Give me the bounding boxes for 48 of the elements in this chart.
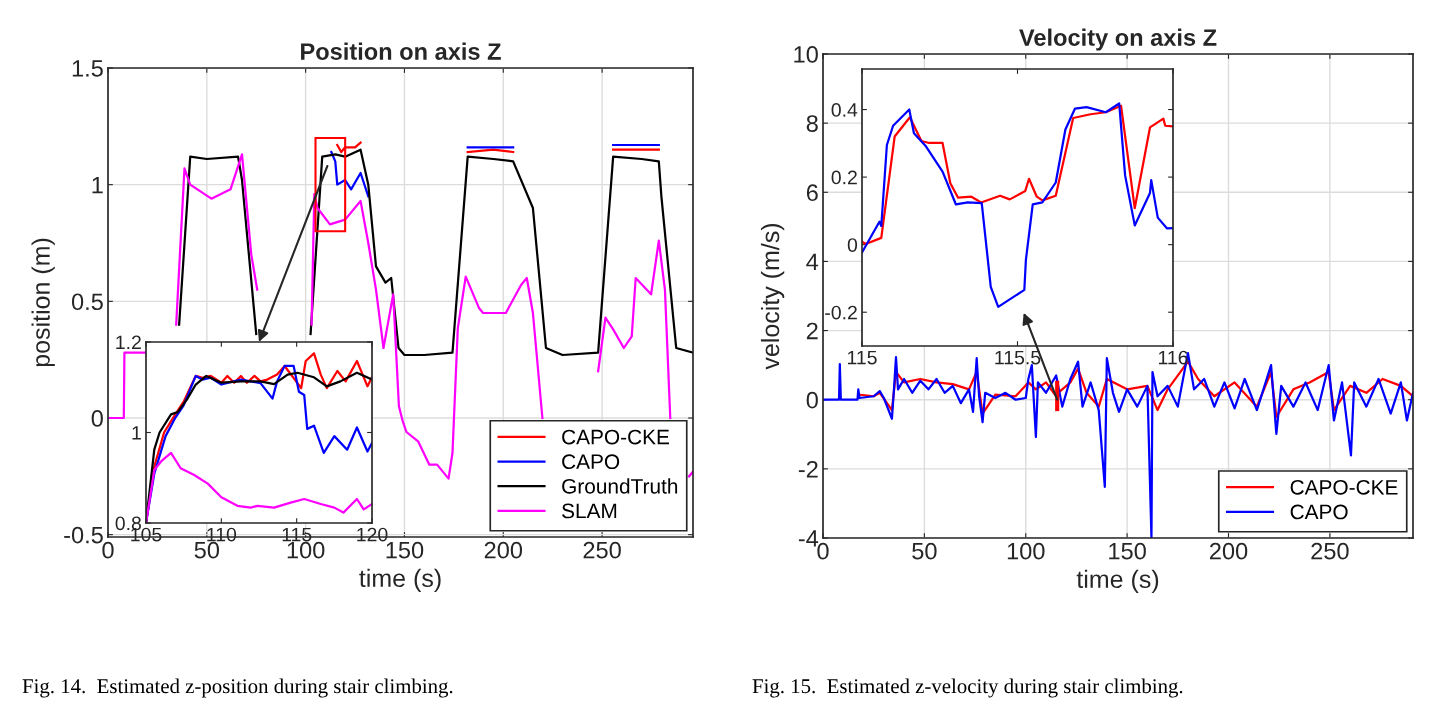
x-tick-label: 150 [1109,542,1146,560]
x-tick-label: 250 [583,541,621,559]
line-series [862,104,1173,246]
legend-label: CAPO [562,454,620,470]
y-tick-label: -0.5 [64,526,103,544]
y-tick-label: 1 [132,426,141,440]
y-tick-label: 10 [794,46,818,63]
caption: Fig. 15. Estimated z-velocity during stair climbing. [752,678,1183,698]
x-tick-label: 250 [1311,542,1349,560]
legend-label: CAPO-CKE [1290,479,1398,495]
x-tick-label: 115.5 [995,350,1041,365]
y-tick-label: 0 [847,238,858,252]
y-axis-title: position (m) [31,238,55,367]
y-tick-label: 1 [92,176,103,194]
caption: Fig. 14. Estimated z-position during stair climbing. [22,678,453,698]
x-tick-label: 115 [847,350,877,365]
x-tick-label: 200 [1209,542,1248,560]
x-tick-label: 0 [102,541,114,559]
x-tick-label: 100 [1007,542,1045,560]
y-tick-label: 2 [806,322,818,340]
x-tick-label: 100 [287,541,325,559]
y-tick-label: 1.5 [72,60,103,77]
y-tick-label: 1.2 [116,335,141,350]
y-tick-label: -2 [798,460,818,478]
x-tick-label: 50 [194,541,220,559]
y-tick-label: 0 [91,410,103,427]
y-tick-label: 8 [806,115,818,132]
legend-label: SLAM [562,503,617,519]
x-axis-title: time (s) [1076,569,1159,594]
y-tick-label: 0.2 [831,170,857,185]
chart-title: Velocity on axis Z [1019,28,1217,51]
y-tick-label: 0.5 [71,293,103,311]
x-tick-label: 50 [912,542,937,560]
legend-label: CAPO-CKE [562,429,670,445]
y-axis-title: velocity (m/s) [760,223,785,370]
y-tick-label: 4 [806,253,819,270]
y-tick-label: -0.2 [825,305,857,320]
legend-label: GroundTruth [562,478,678,494]
legend-label: CAPO [1290,504,1348,520]
chart-title: Position on axis Z [301,42,501,60]
y-tick-label: -4 [798,530,819,547]
y-tick-label: 6 [806,184,818,202]
line-series [862,102,1173,308]
x-axis-title: time (s) [359,568,441,593]
y-tick-label: 0.4 [831,103,858,117]
x-tick-label: 200 [484,541,523,559]
x-tick-label: 150 [386,541,424,559]
y-tick-label: 0 [806,391,818,409]
